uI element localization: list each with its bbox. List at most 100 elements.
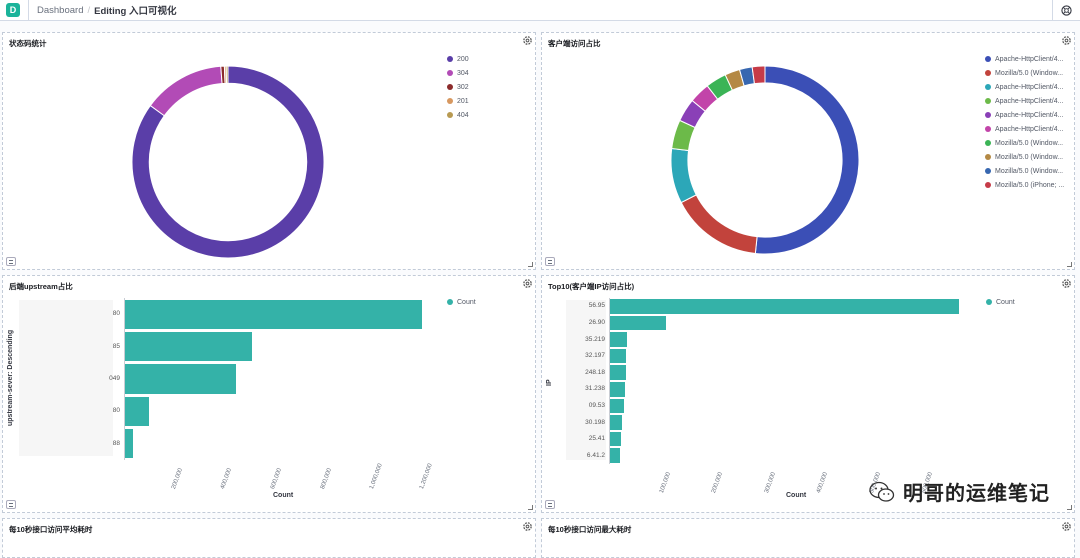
legend-item[interactable]: Mozilla/5.0 (iPhone; ... (985, 178, 1073, 192)
watermark: 明哥的运维笔记 (869, 477, 1050, 506)
legend-item[interactable]: 201 (447, 94, 469, 108)
help-button[interactable] (1052, 0, 1080, 21)
legend-label: Mozilla/5.0 (Window... (995, 154, 1063, 161)
pie-slice-9[interactable] (752, 66, 765, 84)
bar[interactable] (609, 399, 624, 414)
bar-category-label: 85 (84, 343, 120, 350)
legend-toggle-button[interactable] (545, 500, 555, 509)
bar-category-label: 26.90 (569, 319, 605, 326)
legend-item[interactable]: Apache-HttpClient/4... (985, 122, 1073, 136)
bar[interactable] (124, 429, 133, 458)
x-tick-label: 200,000 (711, 472, 724, 494)
pie-slice-1[interactable] (150, 66, 222, 115)
pie-slice-2[interactable] (671, 148, 696, 202)
pie-slice-0[interactable] (755, 66, 859, 254)
breadcrumb-dashboard[interactable]: Dashboard (37, 5, 83, 16)
bar[interactable] (609, 316, 666, 331)
legend-item[interactable]: 200 (447, 52, 469, 66)
panel-avg-latency: 每10秒接口访问平均耗时 (2, 518, 536, 558)
legend-item[interactable]: Mozilla/5.0 (Window... (985, 136, 1073, 150)
legend-label: Mozilla/5.0 (Window... (995, 168, 1063, 175)
gear-icon[interactable] (522, 521, 533, 532)
legend-toggle-button[interactable] (545, 257, 555, 266)
legend-dot (985, 98, 991, 104)
resize-handle[interactable] (1067, 262, 1072, 267)
legend-dot (447, 112, 453, 118)
gear-icon[interactable] (1061, 35, 1072, 46)
legend-item[interactable]: Mozilla/5.0 (Window... (985, 66, 1073, 80)
bar-category-label: 6.41.2 (569, 452, 605, 459)
panel-title: 状态码统计 (9, 38, 47, 49)
legend-upstream: Count (447, 295, 476, 309)
x-tick-label: 200,000 (171, 468, 184, 490)
bar[interactable] (609, 299, 959, 314)
legend-item[interactable]: Mozilla/5.0 (Window... (985, 164, 1073, 178)
legend-item[interactable]: Apache-HttpClient/4... (985, 52, 1073, 66)
legend-label: 302 (457, 84, 469, 91)
legend-label[interactable]: Count (996, 299, 1015, 306)
panel-upstream: 后端upstream占比 upstream-sever: Descending … (2, 275, 536, 513)
legend-item[interactable]: 302 (447, 80, 469, 94)
gear-icon[interactable] (522, 35, 533, 46)
x-tick-label: 1,000,000 (369, 463, 384, 490)
resize-handle[interactable] (1067, 505, 1072, 510)
bar-category-label: 80 (84, 407, 120, 414)
legend-item[interactable]: Apache-HttpClient/4... (985, 94, 1073, 108)
legend-dot (985, 56, 991, 62)
x-tick-label: 800,000 (320, 468, 333, 490)
pie-slice-1[interactable] (681, 195, 757, 254)
legend-dot (985, 70, 991, 76)
legend-label: Apache-HttpClient/4... (995, 98, 1063, 105)
bar[interactable] (124, 300, 422, 329)
app-logo[interactable]: D (6, 3, 20, 17)
legend-toggle-button[interactable] (6, 257, 16, 266)
donut-chart-status (131, 65, 325, 259)
bar[interactable] (124, 332, 252, 361)
bar-category-label: 30.198 (569, 419, 605, 426)
legend-label: 404 (457, 112, 469, 119)
legend-label: Apache-HttpClient/4... (995, 84, 1063, 91)
x-tick-label: 400,000 (220, 468, 233, 490)
legend-dot (447, 84, 453, 90)
breadcrumb-separator: / (87, 5, 90, 16)
legend-item[interactable]: Mozilla/5.0 (Window... (985, 150, 1073, 164)
donut-chart-client (670, 65, 860, 255)
pie-slice-4[interactable] (226, 66, 228, 83)
bar[interactable] (609, 415, 622, 430)
wechat-icon (869, 481, 895, 503)
legend-dot (447, 56, 453, 62)
bar[interactable] (609, 382, 625, 397)
legend-item[interactable]: Apache-HttpClient/4... (985, 80, 1073, 94)
resize-handle[interactable] (528, 262, 533, 267)
legend-item[interactable]: Apache-HttpClient/4... (985, 108, 1073, 122)
bar[interactable] (609, 349, 626, 364)
x-tick-label: 400,000 (816, 472, 829, 494)
legend-dot (985, 168, 991, 174)
legend-dot (447, 299, 453, 305)
watermark-text: 明哥的运维笔记 (903, 477, 1050, 506)
help-icon (1061, 5, 1072, 16)
resize-handle[interactable] (528, 505, 533, 510)
bar[interactable] (124, 397, 149, 426)
bar-category-label: 09.53 (569, 402, 605, 409)
legend-top10: Count (986, 295, 1015, 309)
bar[interactable] (609, 365, 626, 380)
bar[interactable] (609, 332, 627, 347)
gear-icon[interactable] (1061, 521, 1072, 532)
legend-toggle-button[interactable] (6, 500, 16, 509)
legend-status: 200 304 302 201 404 (447, 52, 469, 122)
legend-dot (447, 70, 453, 76)
y-axis-line (609, 298, 610, 464)
legend-dot (985, 126, 991, 132)
legend-item[interactable]: 404 (447, 108, 469, 122)
bar-category-label: 049 (84, 375, 120, 382)
bar[interactable] (609, 432, 621, 447)
panel-max-latency: 每10秒接口访问最大耗时 (541, 518, 1075, 558)
bar[interactable] (609, 448, 620, 463)
bar[interactable] (124, 364, 236, 393)
legend-label: 200 (457, 56, 469, 63)
legend-item[interactable]: 304 (447, 66, 469, 80)
x-axis-title: Count (786, 492, 806, 499)
legend-label[interactable]: Count (457, 299, 476, 306)
